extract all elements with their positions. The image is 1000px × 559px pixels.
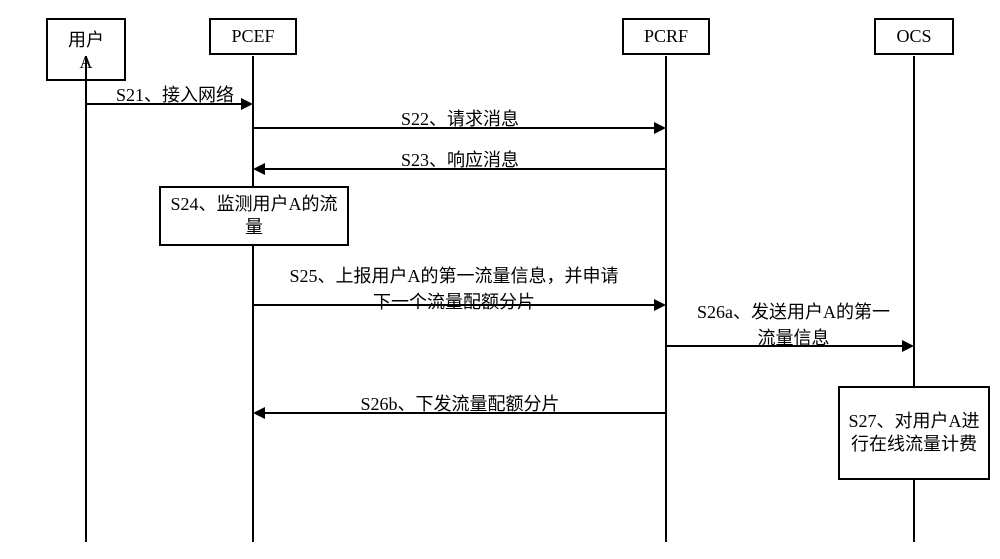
participant-pcef: PCEF: [209, 18, 297, 55]
process-s24: S24、监测用户A的流量: [159, 186, 349, 246]
sequence-diagram: 用户A PCEF PCRF OCS S21、接入网络 S22、请求消息 S23、…: [0, 0, 1000, 559]
message-s26b-arrow-icon: [253, 407, 265, 419]
message-s25-arrow-icon: [654, 299, 666, 311]
lifeline-user-a: [85, 56, 87, 542]
process-s27: S27、对用户A进行在线流量计费: [838, 386, 990, 480]
message-s26b-label: S26b、下发流量配额分片: [330, 390, 590, 416]
message-s23-arrow-icon: [253, 163, 265, 175]
participant-label: OCS: [896, 26, 931, 46]
message-s22-arrow-icon: [654, 122, 666, 134]
message-s26a-label: S26a、发送用户A的第一流量信息: [696, 298, 891, 350]
participant-label: PCRF: [644, 26, 688, 46]
message-s21-label: S21、接入网络: [95, 81, 255, 107]
message-s25-label: S25、上报用户A的第一流量信息，并申请下一个流量配额分片: [286, 262, 622, 314]
message-s26a-arrow-icon: [902, 340, 914, 352]
participant-pcrf: PCRF: [622, 18, 710, 55]
process-label: S27、对用户A进行在线流量计费: [844, 410, 984, 457]
participant-label: PCEF: [231, 26, 274, 46]
message-s22-label: S22、请求消息: [360, 105, 560, 131]
participant-ocs: OCS: [874, 18, 954, 55]
message-s23-label: S23、响应消息: [360, 146, 560, 172]
process-label: S24、监测用户A的流量: [165, 193, 343, 240]
